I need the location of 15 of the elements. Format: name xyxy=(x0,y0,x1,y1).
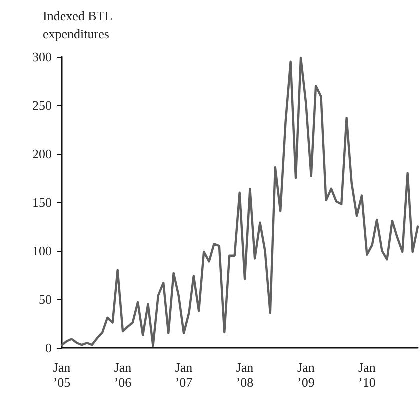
y-tick-label: 300 xyxy=(32,50,52,64)
x-tick-label: Jan ’05 xyxy=(53,360,72,390)
y-tick-label: 150 xyxy=(32,195,52,210)
y-tick-label: 250 xyxy=(32,98,52,113)
line-series xyxy=(60,56,420,348)
y-tick-label: 0 xyxy=(46,340,52,356)
x-tick-label: Jan ’07 xyxy=(175,360,194,390)
x-tick-label: Jan ’09 xyxy=(298,360,316,390)
y-tick-label: 200 xyxy=(32,146,52,162)
y-tick-label: 100 xyxy=(32,244,52,258)
y-axis-title: Indexed BTL expenditures xyxy=(43,8,116,42)
x-tick-label: Jan ’08 xyxy=(236,360,254,390)
x-tick-label: Jan ’10 xyxy=(358,360,376,390)
x-tick-label: Jan ’06 xyxy=(114,360,132,390)
y-tick-label: 50 xyxy=(39,292,52,307)
